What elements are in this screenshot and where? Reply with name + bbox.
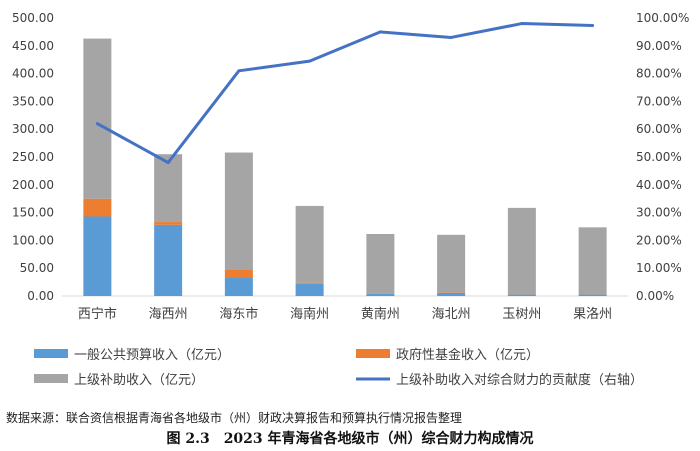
line-point [95, 122, 99, 126]
contribution-line [95, 22, 595, 165]
legend-swatch [34, 374, 68, 383]
bar-segment-3 [437, 234, 466, 293]
bar-segment-2 [437, 292, 466, 293]
y2-tick-label: 10.00% [636, 261, 682, 275]
legend-label: 政府性基金收入（亿元） [396, 347, 539, 363]
bar-segment-1 [507, 294, 536, 296]
legend: 一般公共预算收入（亿元） 政府性基金收入（亿元） 上级补助收入（亿元） 上级补助收入对… [34, 347, 643, 388]
y-tick-label: 500.00 [12, 11, 54, 25]
category-label: 玉树州 [502, 307, 541, 322]
bar-segment-1 [295, 283, 324, 296]
y2-tick-label: 70.00% [636, 94, 682, 108]
y2-tick-label: 80.00% [636, 67, 682, 81]
bar-segment-3 [295, 205, 324, 283]
legend-label: 上级补助收入对综合财力的贡献度（右轴） [396, 372, 643, 388]
category-labels: 西宁市 海西州 海东市 海南州 黄南州 海北州 玉树州 果洛州 [78, 306, 612, 322]
right-axis-ticks: 0.00% 10.00% 20.00% 30.00% 40.00% 50.00% 60.00… [636, 11, 689, 303]
category-label: 海西州 [149, 307, 188, 322]
line-point [166, 161, 170, 165]
y-tick-label: 200.00 [12, 178, 54, 192]
caption-number: 图 2.3 [166, 431, 210, 447]
y2-tick-label: 0.00% [636, 289, 674, 303]
y-tick-label: 100.00 [12, 233, 54, 247]
y-tick-label: 450.00 [12, 39, 54, 53]
bar-segment-1 [366, 293, 395, 296]
y2-tick-label: 30.00% [636, 206, 682, 220]
bar-segment-3 [366, 234, 395, 294]
caption-title: 2023 年青海省各地级市（州）综合财力构成情况 [223, 431, 534, 447]
y2-tick-label: 20.00% [636, 233, 682, 247]
legend-label: 上级补助收入（亿元） [74, 373, 204, 388]
category-label: 海北州 [432, 307, 471, 322]
category-label: 果洛州 [573, 307, 612, 322]
left-axis-ticks: 0.00 50.00 100.00 150.00 200.00 250.00 300.00 3… [12, 11, 54, 303]
y-tick-label: 250.00 [12, 150, 54, 164]
y-tick-label: 50.00 [20, 261, 54, 275]
category-label: 黄南州 [361, 306, 400, 322]
bar-segment-1 [578, 294, 607, 296]
y2-tick-label: 60.00% [636, 122, 682, 136]
chart: 0.00 50.00 100.00 150.00 200.00 250.00 300.00 3… [12, 11, 689, 388]
figure-caption: 图 2.3 2023 年青海省各地级市（州）综合财力构成情况 [0, 428, 700, 448]
category-label: 西宁市 [78, 306, 117, 322]
line-point [520, 22, 524, 26]
legend-swatch [34, 349, 68, 358]
category-label: 海南州 [290, 306, 329, 322]
category-label: 海东市 [219, 306, 258, 322]
source-note: 数据来源：联合资信根据青海省各地级市（州）财政决算报告和预算执行情况报告整理 [6, 411, 463, 425]
line-point [378, 30, 382, 34]
y2-tick-label: 90.00% [636, 39, 682, 53]
y-tick-label: 400.00 [12, 67, 54, 81]
y-tick-label: 350.00 [12, 94, 54, 108]
bar-segment-3 [83, 38, 112, 199]
legend-label: 一般公共预算收入（亿元） [74, 347, 230, 363]
y-tick-label: 300.00 [12, 122, 54, 136]
bars [83, 38, 607, 296]
bar-segment-1 [83, 216, 112, 296]
bar-segment-1 [154, 224, 183, 296]
bar-segment-2 [154, 222, 183, 225]
y2-tick-label: 40.00% [636, 178, 682, 192]
line-point [591, 24, 595, 28]
bar-segment-1 [224, 277, 253, 296]
y2-tick-label: 100.00% [636, 11, 689, 25]
line-point [308, 59, 312, 63]
bar-segment-2 [224, 269, 253, 278]
y-tick-label: 0.00 [27, 289, 54, 303]
bar-segment-3 [578, 227, 607, 295]
bar-segment-3 [507, 207, 536, 295]
bar-segment-2 [83, 198, 112, 217]
bar-segment-1 [437, 292, 466, 296]
line-point [449, 35, 453, 39]
line-point [237, 69, 241, 73]
y-tick-label: 150.00 [12, 206, 54, 220]
y2-tick-label: 50.00% [636, 150, 682, 164]
bar-segment-3 [154, 154, 183, 223]
bar-segment-3 [224, 152, 253, 270]
bar-segment-2 [295, 282, 324, 284]
legend-swatch [356, 349, 390, 358]
contribution-line-path [96, 22, 593, 165]
